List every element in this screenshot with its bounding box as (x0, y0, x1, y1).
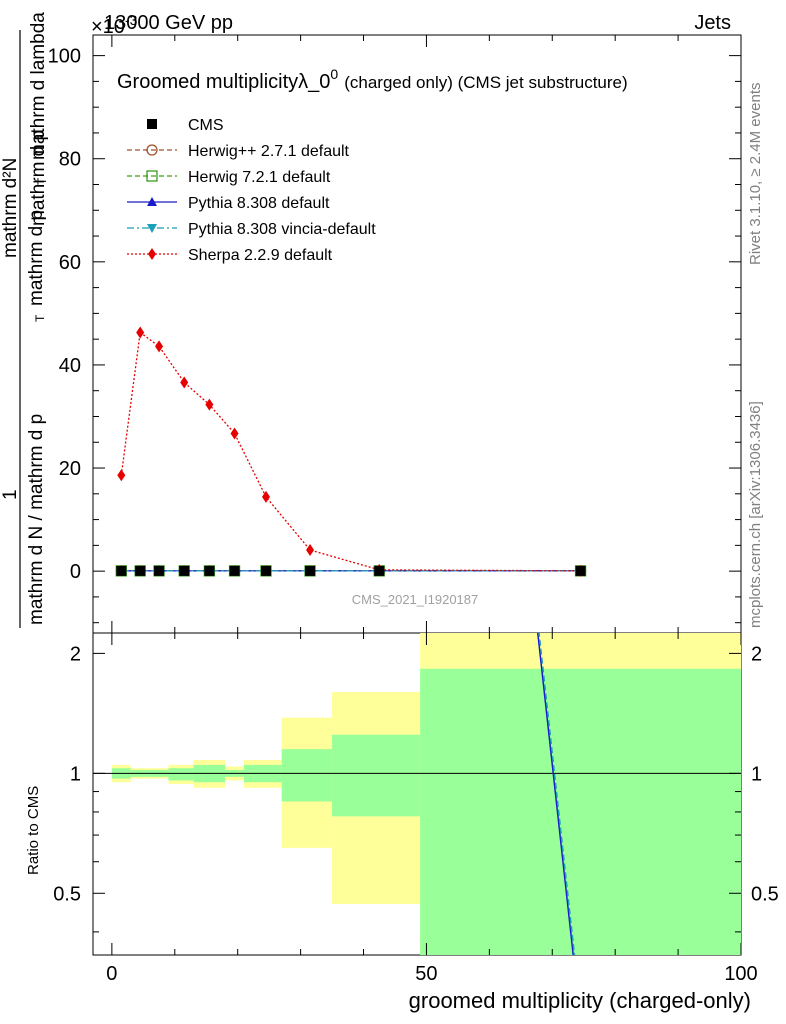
y-label-sub: T (35, 177, 49, 185)
energy-label: 13000 GeV pp (104, 12, 233, 34)
ratio-ytick-label-1: 1 (70, 763, 81, 785)
series-0-point-0 (116, 565, 127, 576)
series-5-line (120, 331, 581, 572)
series-5-point-5 (230, 427, 239, 440)
ratio-y-label: Ratio to CMS (25, 786, 42, 875)
main-ytick-label-2: 40 (59, 355, 81, 377)
x-axis-label: groomed multiplicity (charged-only) (409, 988, 751, 1013)
legend-marker-4 (147, 224, 157, 233)
series-5-point-7 (306, 544, 315, 557)
y-label-line1: mathrm d p (28, 130, 49, 226)
main-y-axis-label: mathrm d N / mathrm d p T mathrm d p 1 m… (0, 12, 49, 628)
xtick-label-1: 50 (415, 963, 437, 985)
ratio-line-0 (537, 633, 574, 955)
plot-title-main: Groomed multiplicityλ_0 (117, 71, 330, 93)
legend-label-1: Herwig++ 2.7.1 default (188, 143, 350, 160)
main-ytick-label-5: 100 (48, 46, 81, 68)
ratio-ytick-label-right-1: 1 (751, 763, 762, 785)
ratio-ytick-label-2: 2 (70, 643, 81, 665)
scale-factor: ×10-3 (91, 12, 138, 38)
series-0-point-4 (204, 565, 215, 576)
legend-entry-5: Sherpa 2.2.9 default (127, 247, 333, 264)
ratio-line-1 (538, 633, 576, 955)
legend-label-0: CMS (188, 117, 224, 134)
series-5-point-3 (180, 376, 189, 389)
ratio-ytick-label-0: 0.5 (53, 883, 81, 905)
rivet-label: Rivet 3.1.10, ≥ 2.4M events (747, 83, 764, 266)
ratio-lines (537, 633, 576, 955)
ratio-bands (111, 633, 741, 955)
series-5 (117, 326, 585, 577)
y-label-line2: mathrm d lambda (28, 12, 49, 160)
series-0-point-2 (154, 565, 165, 576)
series-5-point-0 (117, 469, 126, 482)
y-label-denominator: mathrm d N / mathrm d p (26, 414, 47, 625)
plot-title-sup: 0 (330, 66, 338, 82)
series-0 (116, 565, 586, 576)
legend-label-4: Pythia 8.308 vincia-default (188, 221, 376, 238)
y-label-numerator: mathrm d²N (0, 158, 21, 258)
series-5-point-6 (262, 490, 271, 503)
y-label-denominator-tail: mathrm d p (26, 210, 47, 306)
legend-entry-4: Pythia 8.308 vincia-default (127, 221, 376, 238)
plot-title: Groomed multiplicityλ_00 (charged only) (… (117, 66, 628, 93)
series-0-point-3 (179, 565, 190, 576)
legend-marker-2 (146, 170, 158, 182)
y-label-prefix: 1 (0, 489, 21, 500)
series-0-point-5 (229, 565, 240, 576)
ratio-band-inner-7 (281, 749, 333, 802)
legend-entry-0: CMS (147, 117, 224, 134)
series-0-point-6 (261, 565, 272, 576)
y-label-sub-denominator: T (33, 314, 47, 322)
legend-label-3: Pythia 8.308 default (188, 195, 330, 212)
legend-marker-5 (148, 248, 156, 260)
ratio-band-inner-9 (420, 668, 741, 955)
series-0-point-7 (305, 565, 316, 576)
scale-exponent: -3 (125, 12, 138, 28)
ratio-band-inner-3 (168, 768, 194, 781)
y-label-denominator-text: mathrm d N / mathrm d p (26, 414, 47, 625)
category-label: Jets (694, 12, 731, 34)
ratio-band-inner-8 (332, 734, 421, 817)
plot-title-suffix: (charged only) (CMS jet substructure) (344, 73, 627, 92)
legend: CMS Herwig++ 2.7.1 default Herwig 7.2.1 de… (127, 117, 376, 264)
analysis-watermark: CMS_2021_I1920187 (352, 592, 479, 607)
legend-label-2: Herwig 7.2.1 default (188, 169, 331, 186)
main-ytick-label-0: 0 (70, 561, 81, 583)
ratio-ytick-label-right-0: 0.5 (751, 883, 779, 905)
main-ytick-label-4: 80 (59, 149, 81, 171)
xtick-label-0: 0 (106, 963, 117, 985)
scale-base: ×10 (91, 16, 125, 38)
axes: 0 20 40 60 80 100 0 50 100 0.5 0.5 1 1 2 2 (48, 35, 779, 985)
main-ytick-label-3: 60 (59, 252, 81, 274)
series-5-point-1 (136, 326, 145, 339)
series-5-point-2 (155, 340, 164, 353)
series-0-point-9 (575, 565, 586, 576)
series-0-point-1 (135, 565, 146, 576)
legend-entry-1: Herwig++ 2.7.1 default (127, 143, 350, 160)
ratio-ytick-label-right-2: 2 (751, 643, 762, 665)
main-series (115, 326, 587, 577)
xtick-label-2: 100 (724, 963, 757, 985)
legend-marker-0 (147, 119, 157, 129)
main-ytick-label-1: 20 (59, 458, 81, 480)
mcplots-label: mcplots.cern.ch [arXiv:1306.3436] (747, 401, 764, 628)
legend-entry-3: Pythia 8.308 default (127, 195, 330, 212)
legend-marker-1 (146, 144, 158, 156)
series-0-point-8 (374, 565, 385, 576)
legend-entry-2: Herwig 7.2.1 default (127, 169, 331, 186)
legend-marker-3 (147, 197, 157, 206)
legend-label-5: Sherpa 2.2.9 default (188, 247, 333, 264)
series-5-point-4 (205, 398, 214, 411)
